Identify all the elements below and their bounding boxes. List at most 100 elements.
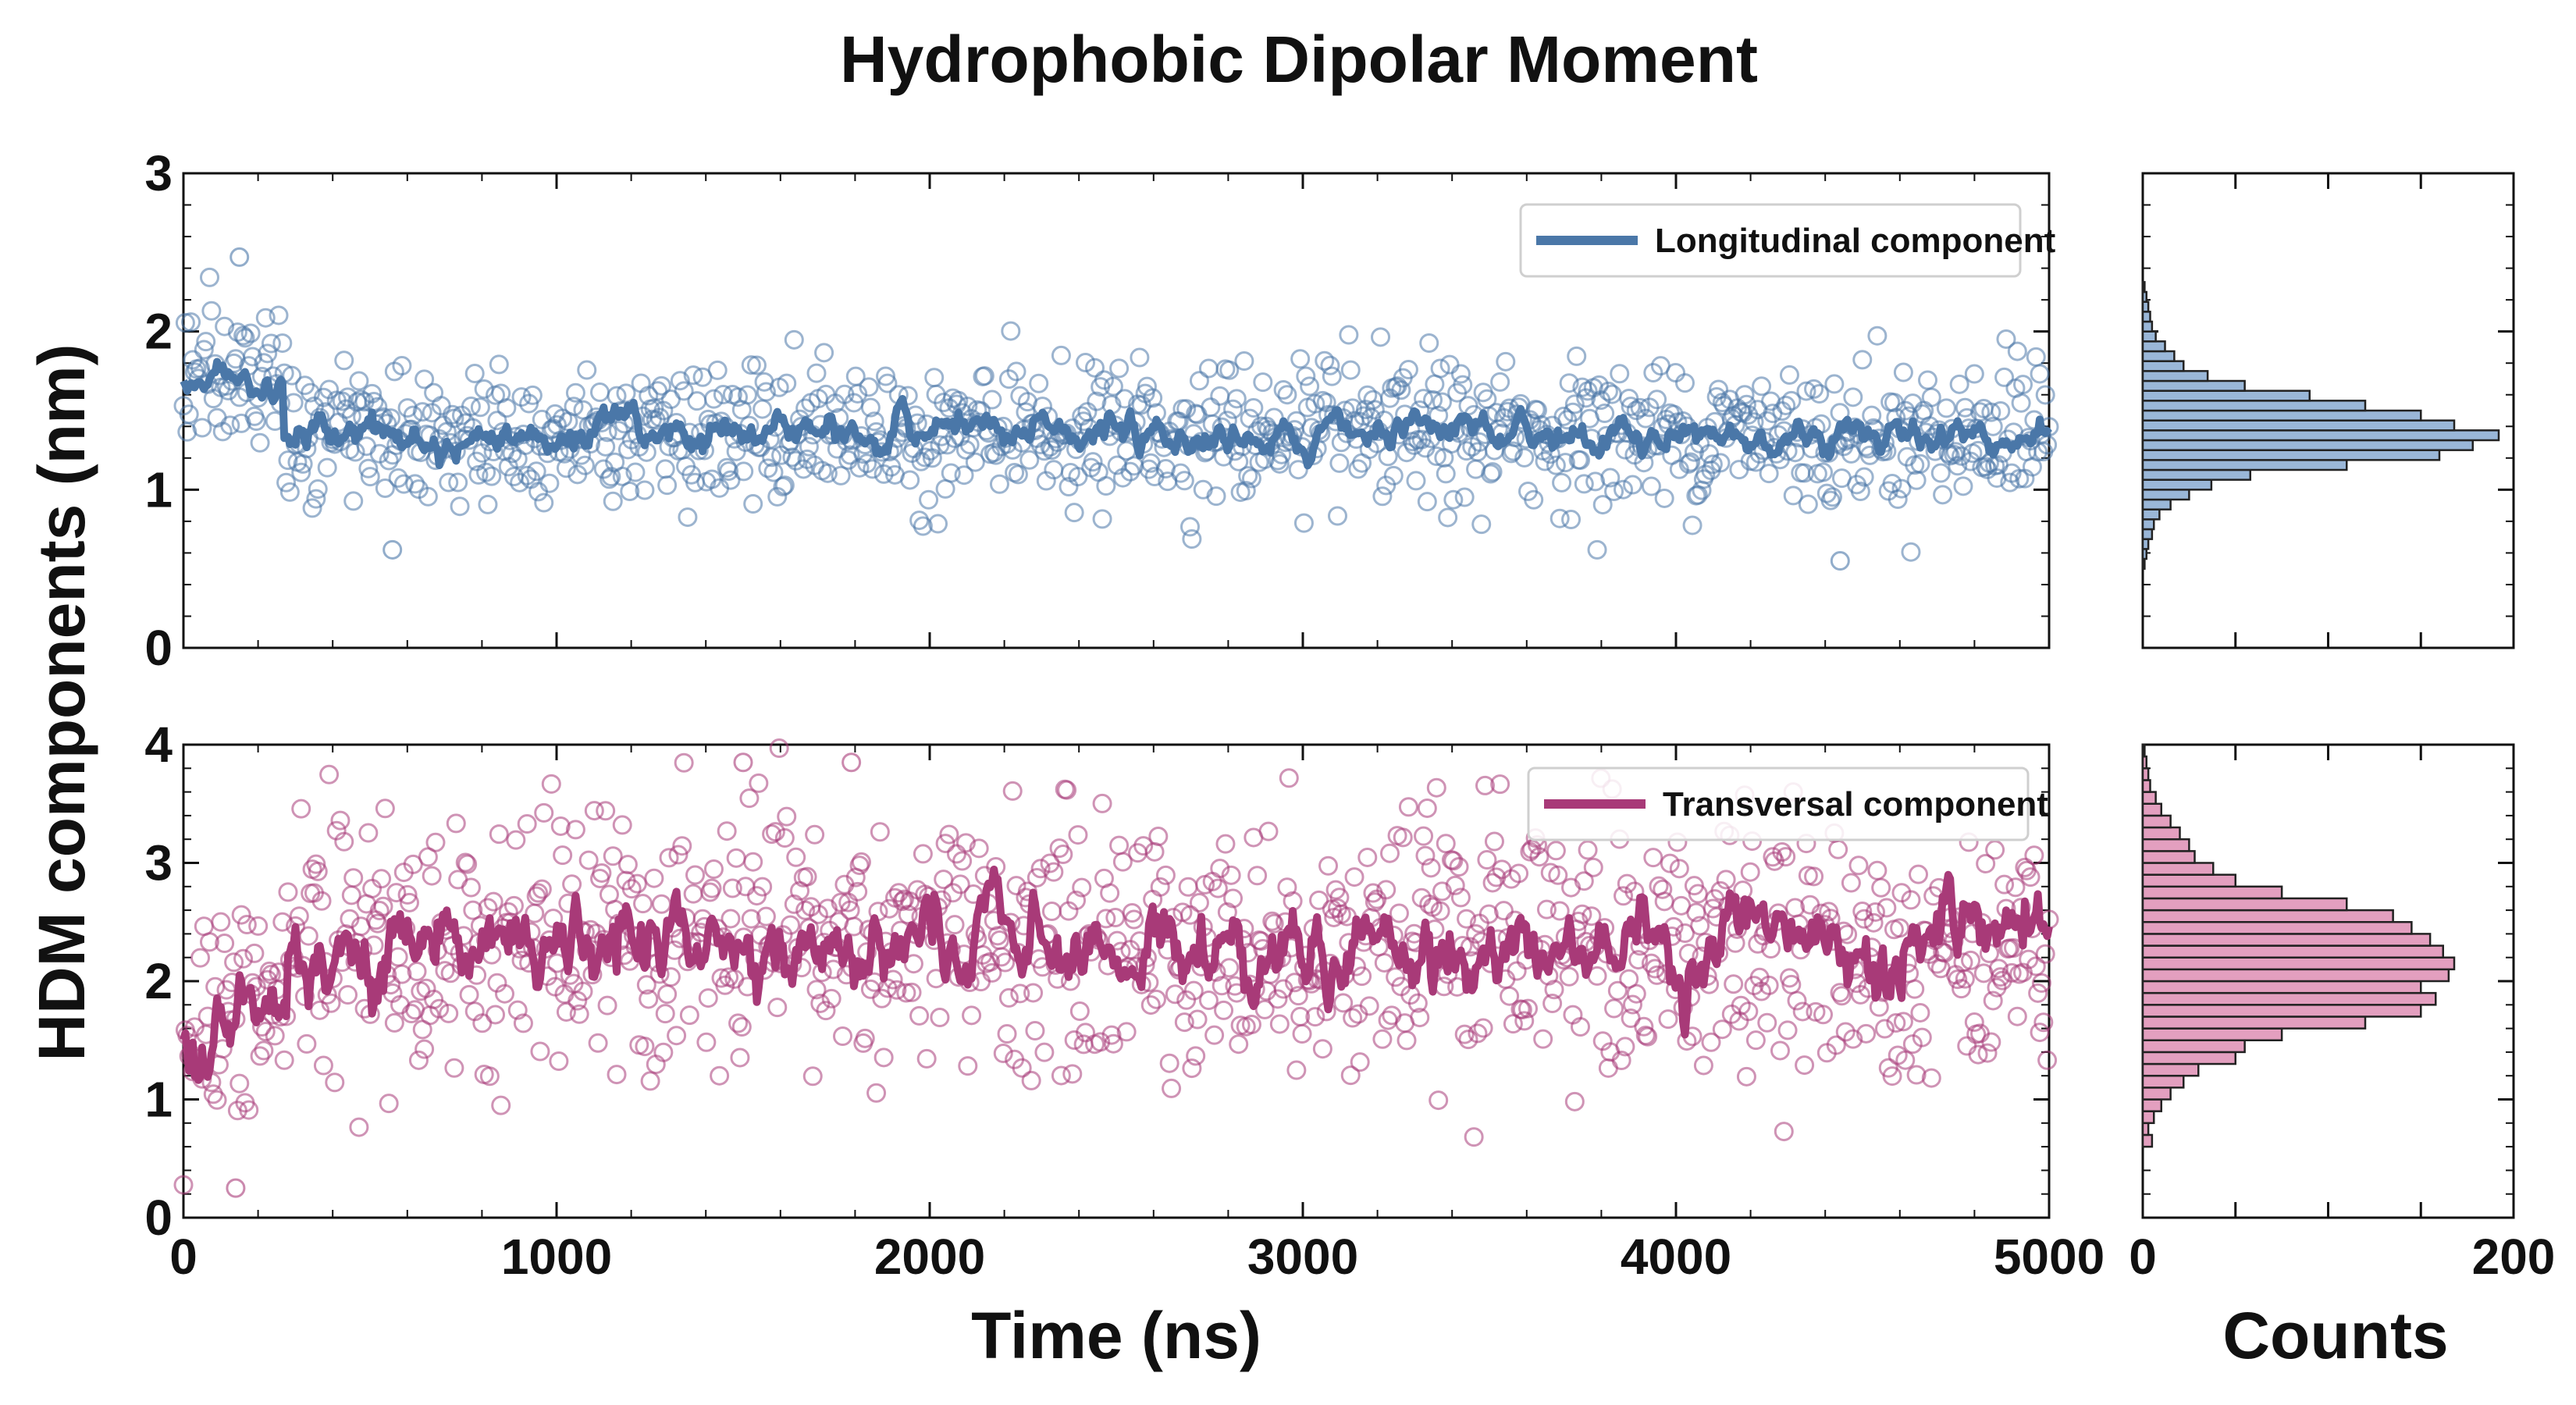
transversal-data-point	[1514, 1011, 1535, 1031]
longitudinal-hist-bar	[2141, 419, 2456, 432]
longitudinal-data-point	[1936, 398, 1956, 418]
longitudinal-data-point	[388, 468, 408, 488]
transversal-data-point	[255, 1022, 276, 1042]
longitudinal-data-point	[687, 391, 707, 411]
transversal-x-tick-label: 5000	[1994, 1229, 2105, 1285]
transversal-hist-bar	[2141, 1051, 2236, 1065]
transversal-data-point	[1976, 853, 1996, 873]
transversal-data-point	[379, 1094, 399, 1114]
longitudinal-data-point	[1744, 412, 1764, 432]
transversal-hist-bar	[2141, 1027, 2283, 1041]
longitudinal-data-point	[590, 382, 610, 403]
transversal-data-point	[297, 1033, 317, 1054]
transversal-hist-bar	[2141, 1122, 2150, 1136]
longitudinal-data-point	[1084, 357, 1105, 378]
transversal-data-point	[935, 834, 955, 854]
longitudinal-data-point	[1414, 389, 1434, 409]
transversal-x-tick-label: 0	[169, 1229, 197, 1285]
transversal-axes: 0 1000 2000 3000 4000 5000 0 1 2 3 4	[144, 717, 2105, 1285]
transversal-data-point	[651, 894, 671, 914]
transversal-data-point	[1318, 855, 1339, 876]
transversal-data-point	[1006, 876, 1026, 896]
transversal-data-point	[1852, 902, 1873, 922]
transversal-data-point	[1350, 1052, 1370, 1072]
transversal-data-point	[1559, 966, 1579, 987]
transversal-data-point	[596, 801, 616, 821]
transversal-data-point	[226, 1178, 246, 1198]
transversal-data-point	[805, 824, 825, 845]
longitudinal-data-point	[941, 463, 961, 483]
transversal-data-point	[1583, 857, 1603, 877]
longitudinal-data-point	[1630, 397, 1650, 418]
longitudinal-data-point	[726, 441, 746, 461]
transversal-data-point	[1288, 986, 1308, 1006]
longitudinal-data-point	[1682, 515, 1703, 535]
longitudinal-data-point	[863, 459, 883, 479]
transversal-data-point	[2001, 962, 2022, 983]
transversal-data-point	[851, 852, 871, 872]
transversal-data-point	[1572, 904, 1592, 924]
longitudinal-data-point	[703, 389, 724, 409]
transversal-hist-bar	[2141, 779, 2151, 793]
transversal-data-point	[489, 824, 509, 845]
transversal-data-point	[1357, 847, 1378, 867]
longitudinal-data-point	[1503, 441, 1523, 461]
longitudinal-data-point	[1453, 375, 1473, 395]
transversal-data-point	[588, 1033, 608, 1053]
transversal-hist-bar	[2141, 885, 2283, 900]
transversal-data-point	[685, 865, 706, 885]
transversal-x-tick-label: 4000	[1621, 1229, 1731, 1285]
longitudinal-data-point	[1674, 373, 1695, 393]
transversal-data-point	[1010, 984, 1030, 1004]
longitudinal-data-point	[756, 382, 776, 402]
transversal-data-point	[483, 891, 503, 912]
transversal-data-point	[1738, 1001, 1759, 1022]
longitudinal-data-point	[743, 494, 763, 514]
transversal-data-point	[425, 832, 446, 852]
longitudinal-data-point	[1561, 510, 1582, 530]
transversal-data-point	[372, 869, 392, 889]
transversal-data-point	[338, 984, 358, 1005]
longitudinal-data-point	[612, 466, 632, 486]
longitudinal-data-point	[464, 364, 485, 384]
longitudinal-data-point	[565, 382, 585, 403]
longitudinal-data-point	[1901, 542, 1921, 562]
transversal-data-point	[1669, 859, 1689, 879]
longitudinal-data-point	[738, 385, 758, 405]
longitudinal-data-point	[1850, 481, 1870, 501]
transversal-data-point	[1198, 991, 1219, 1011]
longitudinal-data-point	[620, 482, 640, 502]
transversal-data-point	[231, 905, 251, 925]
transversal-data-point	[873, 1048, 894, 1068]
transversal-data-point	[636, 975, 656, 995]
longitudinal-data-point	[392, 356, 412, 376]
longitudinal-data-point	[935, 478, 955, 499]
transversal-data-point	[1641, 953, 1661, 973]
longitudinal-data-point	[603, 491, 623, 511]
longitudinal-data-point	[2026, 347, 2046, 367]
longitudinal-data-point	[1293, 513, 1314, 533]
transversal-data-point	[1286, 1060, 1307, 1080]
transversal-data-point	[1493, 901, 1514, 921]
transversal-data-point	[1826, 1035, 1846, 1055]
transversal-hist-bar	[2141, 1110, 2155, 1125]
longitudinal-data-point	[1496, 351, 1516, 372]
longitudinal-data-point	[1809, 383, 1830, 404]
longitudinal-data-point	[2007, 341, 2027, 361]
transversal-data-point	[1333, 993, 1354, 1013]
transversal-data-point	[1186, 1046, 1206, 1066]
transversal-data-point	[722, 878, 742, 898]
longitudinal-data-point	[375, 478, 395, 498]
transversal-data-point	[993, 1043, 1013, 1063]
transversal-data-point	[1626, 984, 1646, 1004]
transversal-data-point	[980, 951, 1001, 972]
transversal-data-point	[1417, 798, 1437, 818]
transversal-data-point	[1660, 853, 1680, 873]
longitudinal-data-point	[1600, 468, 1621, 488]
transversal-legend-label: Transversal component	[1663, 785, 2048, 823]
transversal-data-point	[1848, 855, 1869, 876]
transversal-data-point	[2031, 973, 2051, 993]
transversal-data-point	[1468, 1023, 1488, 1044]
longitudinal-data-point	[1241, 468, 1261, 489]
transversal-data-point	[1624, 881, 1645, 902]
